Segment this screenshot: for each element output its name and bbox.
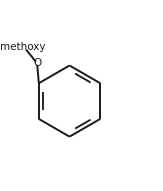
Text: O: O [33,58,41,68]
Text: methoxy: methoxy [0,42,45,52]
